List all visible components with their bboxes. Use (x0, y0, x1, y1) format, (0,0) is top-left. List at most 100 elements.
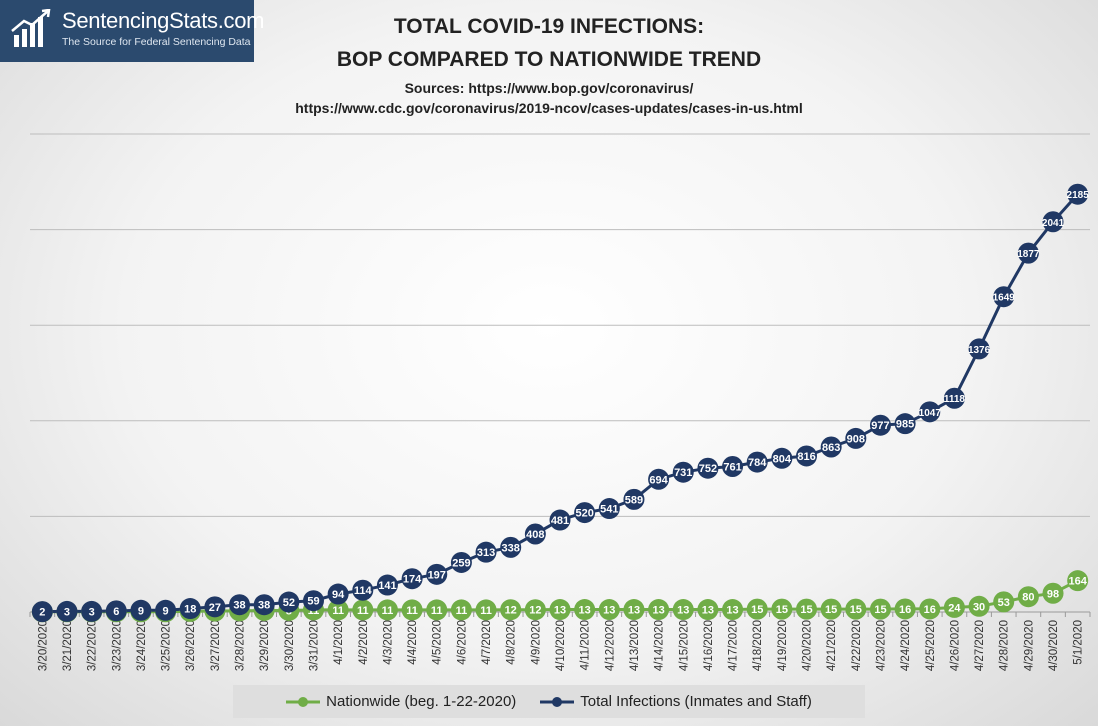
data-label-nationwide: 24 (948, 602, 961, 614)
data-point-total-infections (105, 600, 127, 622)
x-tick-label: 4/30/2020 (1048, 620, 1060, 671)
x-tick-label: 5/1/2020 (1073, 620, 1085, 665)
data-label-total-infections: 9 (163, 605, 169, 617)
data-label-total-infections: 38 (233, 600, 245, 612)
x-tick-label: 4/12/2020 (604, 620, 616, 671)
data-label-total-infections: 141 (378, 580, 396, 592)
x-tick-label: 4/17/2020 (728, 620, 740, 671)
data-label-total-infections: 816 (797, 451, 815, 463)
x-tick-label: 3/29/2020 (259, 620, 271, 671)
data-point-nationwide (450, 599, 472, 621)
data-point-nationwide (574, 599, 596, 621)
data-label-nationwide: 15 (825, 604, 837, 616)
data-point-total-infections (1042, 211, 1064, 233)
data-point-nationwide (376, 599, 398, 621)
data-point-nationwide (993, 591, 1015, 613)
data-point-total-infections (278, 591, 300, 613)
legend-label-total-infections: Total Infections (Inmates and Staff) (580, 693, 812, 710)
data-point-nationwide (968, 595, 990, 617)
x-tick-label: 4/21/2020 (826, 620, 838, 671)
x-tick-label: 4/8/2020 (506, 620, 518, 665)
data-label-total-infections: 3 (89, 606, 95, 618)
data-label-nationwide: 13 (603, 605, 615, 617)
chart-subtitle: BOP COMPARED TO NATIONWIDE TREND (336, 48, 762, 71)
x-tick-label: 4/18/2020 (752, 620, 764, 671)
logo-chart-icon (11, 9, 51, 47)
data-point-nationwide (648, 599, 670, 621)
data-label-total-infections: 520 (575, 508, 593, 520)
logo: SentencingStats.com The Source for Feder… (0, 0, 265, 62)
data-label-nationwide: 16 (924, 604, 936, 616)
x-tick-label: 4/6/2020 (456, 620, 468, 665)
data-label-total-infections: 863 (822, 442, 840, 454)
data-point-nationwide (869, 598, 891, 620)
data-label-total-infections: 1047 (919, 408, 942, 419)
data-point-total-infections (943, 387, 965, 409)
data-label-nationwide: 15 (800, 604, 812, 616)
data-label-nationwide: 30 (973, 601, 985, 613)
x-tick-label: 3/25/2020 (161, 620, 173, 671)
data-label-total-infections: 761 (723, 461, 741, 473)
data-point-nationwide (919, 598, 941, 620)
data-point-total-infections (648, 468, 670, 490)
x-tick-label: 3/22/2020 (87, 620, 99, 671)
data-point-total-infections (722, 455, 744, 477)
x-tick-label: 4/7/2020 (481, 620, 493, 665)
data-label-nationwide: 80 (1022, 592, 1034, 604)
data-point-total-infections (229, 594, 251, 616)
data-label-nationwide: 164 (1068, 576, 1087, 588)
data-label-nationwide: 11 (431, 605, 443, 617)
legend-swatch-total-infections (540, 696, 575, 707)
data-label-total-infections: 174 (403, 574, 422, 586)
data-point-total-infections (623, 488, 645, 510)
data-point-nationwide (475, 599, 497, 621)
data-label-total-infections: 1649 (993, 293, 1016, 304)
x-tick-label: 4/23/2020 (875, 620, 887, 671)
data-point-nationwide (352, 599, 374, 621)
data-label-nationwide: 15 (776, 604, 788, 616)
data-label-total-infections: 38 (258, 600, 270, 612)
data-point-total-infections (820, 436, 842, 458)
data-label-total-infections: 2 (39, 607, 45, 619)
data-point-total-infections (179, 598, 201, 620)
data-label-nationwide: 15 (874, 604, 886, 616)
data-label-nationwide: 13 (702, 605, 714, 617)
x-tick-label: 4/3/2020 (382, 620, 394, 665)
x-tick-label: 3/28/2020 (235, 620, 247, 671)
data-label-total-infections: 9 (138, 605, 144, 617)
data-label-total-infections: 6 (113, 606, 119, 618)
data-label-nationwide: 13 (554, 605, 566, 617)
data-label-total-infections: 977 (871, 420, 889, 432)
data-point-total-infections (253, 594, 275, 616)
x-tick-label: 3/21/2020 (62, 620, 74, 671)
data-label-total-infections: 694 (649, 474, 668, 486)
x-tick-label: 4/10/2020 (555, 620, 567, 671)
data-point-total-infections (204, 596, 226, 618)
data-label-nationwide: 13 (628, 605, 640, 617)
series-lines (42, 193, 1079, 614)
data-point-nationwide (1017, 586, 1039, 608)
data-label-total-infections: 338 (502, 542, 520, 554)
x-tick-label: 4/25/2020 (925, 620, 937, 671)
data-label-nationwide: 13 (652, 605, 664, 617)
data-point-nationwide (327, 599, 349, 621)
data-label-total-infections: 3 (64, 606, 70, 618)
data-label-total-infections: 731 (674, 467, 692, 479)
data-point-total-infections (524, 523, 546, 545)
x-tick-label: 4/28/2020 (999, 620, 1011, 671)
x-tick-label: 3/26/2020 (185, 620, 197, 671)
data-point-nationwide (1067, 570, 1089, 592)
data-label-total-infections: 408 (526, 529, 544, 541)
x-tick-label: 4/13/2020 (629, 620, 641, 671)
x-tick-label: 4/16/2020 (703, 620, 715, 671)
data-point-total-infections (672, 461, 694, 483)
data-point-total-infections (1017, 242, 1039, 264)
x-tick-label: 4/5/2020 (432, 620, 444, 665)
data-point-nationwide (401, 599, 423, 621)
legend-swatch-nationwide (286, 696, 321, 707)
data-point-total-infections (352, 579, 374, 601)
data-label-nationwide: 53 (998, 597, 1010, 609)
data-point-total-infections (56, 600, 78, 622)
sources-line-2: https://www.cdc.gov/coronavirus/2019-nco… (295, 100, 803, 116)
